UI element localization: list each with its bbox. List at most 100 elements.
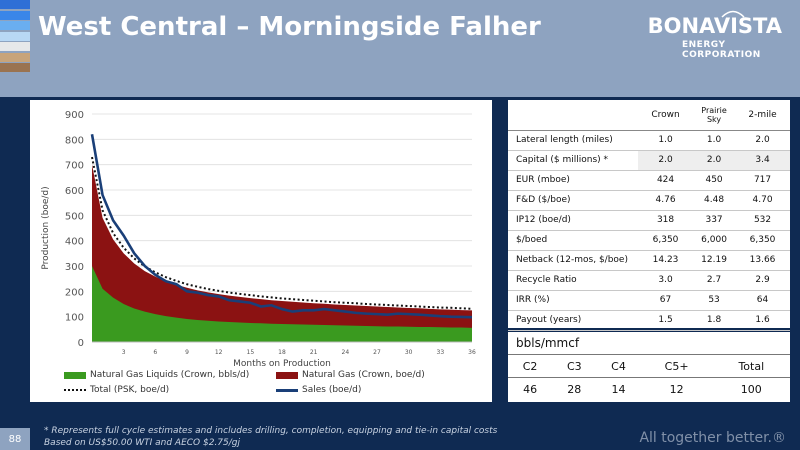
metrics-cell: 12.19 xyxy=(693,250,736,271)
metrics-cell: 424 xyxy=(638,170,694,191)
logo-subtitle: ENERGY CORPORATION xyxy=(682,40,761,60)
stripe xyxy=(0,52,30,62)
metrics-cell: 53 xyxy=(693,290,736,311)
legend-label-ngl: Natural Gas Liquids (Crown, bbls/d) xyxy=(90,370,250,380)
metrics-cell: 2.0 xyxy=(693,150,736,171)
y-tick-label: 200 xyxy=(65,287,84,298)
metrics-cell: 532 xyxy=(735,210,790,231)
metrics-cell: 2.9 xyxy=(735,270,790,291)
composition-panel: bbls/mmcf C2 C3 C4 C5+ Total 46 28 14 12… xyxy=(508,332,790,402)
metrics-row-label: $/boed xyxy=(508,230,638,251)
metrics-row: Lateral length (miles) 1.0 1.0 2.0 xyxy=(508,130,790,151)
metrics-cell: 4.70 xyxy=(735,190,790,211)
ngl-area xyxy=(92,266,472,342)
x-axis-label: Months on Production xyxy=(233,359,331,369)
comp-header-c4: C4 xyxy=(596,354,641,378)
metrics-cell: 6,350 xyxy=(735,230,790,251)
composition-header-row: C2 C3 C4 C5+ Total xyxy=(508,354,790,378)
metrics-cell: 337 xyxy=(693,210,736,231)
metrics-cell: 4.76 xyxy=(638,190,694,211)
metrics-row: $/boed 6,350 6,000 6,350 xyxy=(508,230,790,251)
metrics-row: EUR (mboe) 424 450 717 xyxy=(508,170,790,191)
y-tick-label: 600 xyxy=(65,186,84,197)
metrics-header-crown: Crown xyxy=(638,100,694,131)
metrics-row: Netback (12-mos, $/boe) 14.23 12.19 13.66 xyxy=(508,250,790,271)
y-tick-label: 500 xyxy=(65,211,84,222)
legend-label-gas: Natural Gas (Crown, boe/d) xyxy=(302,370,425,380)
metrics-table-panel: Crown Prairie Sky 2-mile Lateral length … xyxy=(508,100,790,331)
x-tick-label: 30 xyxy=(405,349,413,356)
x-tick-label: 12 xyxy=(215,349,223,356)
comp-value-c2: 46 xyxy=(508,377,553,401)
x-tick-label: 9 xyxy=(185,349,189,356)
x-tick-label: 21 xyxy=(310,349,318,356)
comp-value-c4: 14 xyxy=(596,377,641,401)
metrics-cell: 3.4 xyxy=(735,150,790,171)
x-tick-label: 33 xyxy=(437,349,445,356)
metrics-cell: 4.48 xyxy=(693,190,736,211)
sales-line xyxy=(90,134,473,319)
stripe xyxy=(0,63,30,72)
y-tick-label: 900 xyxy=(65,110,84,121)
metrics-cell: 14.23 xyxy=(638,250,694,271)
stripe xyxy=(0,42,30,51)
logo-name: BONAVISTA xyxy=(647,14,782,38)
footnote-pricing: Based on US$50.00 WTI and AECO $2.75/gj xyxy=(44,438,241,448)
x-tick-label: 24 xyxy=(342,349,350,356)
metrics-cell: 318 xyxy=(638,210,694,231)
legend-gas: Natural Gas (Crown, boe/d) xyxy=(276,370,425,380)
logo-arc-icon xyxy=(721,10,745,18)
page-title: West Central – Morningside Falher xyxy=(38,12,541,42)
metrics-cell: 717 xyxy=(735,170,790,191)
metrics-row-label: IRR (%) xyxy=(508,290,638,311)
comp-header-c5plus: C5+ xyxy=(640,354,713,378)
comp-header-c2: C2 xyxy=(508,354,553,378)
x-tick-label: 6 xyxy=(153,349,157,356)
y-tick-label: 300 xyxy=(65,262,84,273)
metrics-row-label: Lateral length (miles) xyxy=(508,130,638,151)
metrics-row-label: F&D ($/boe) xyxy=(508,190,638,211)
metrics-header-prairie-sky: Prairie Sky xyxy=(693,100,736,131)
legend-label-total: Total (PSK, boe/d) xyxy=(90,385,170,395)
page-number: 88 xyxy=(0,428,30,450)
x-tick-label: 15 xyxy=(247,349,255,356)
y-tick-label: 400 xyxy=(65,237,84,248)
metrics-cell: 450 xyxy=(693,170,736,191)
comp-value-c3: 28 xyxy=(552,377,597,401)
metrics-row: F&D ($/boe) 4.76 4.48 4.70 xyxy=(508,190,790,211)
legend-swatch-ngl xyxy=(64,371,86,379)
metrics-row: Capital ($ millions) * 2.0 2.0 3.4 xyxy=(508,150,790,171)
metrics-row-label: EUR (mboe) xyxy=(508,170,638,191)
company-logo: BONAVISTA ENERGY CORPORATION xyxy=(648,10,782,60)
composition-title: bbls/mmcf xyxy=(516,336,580,350)
metrics-row-label: Capital ($ millions) * xyxy=(508,150,638,171)
metrics-cell: 3.0 xyxy=(638,270,694,291)
metrics-cell: 1.6 xyxy=(735,310,790,331)
metrics-header-blank xyxy=(508,100,638,131)
comp-value-c5plus: 12 xyxy=(640,377,713,401)
stripe xyxy=(0,0,30,9)
natural-gas-area xyxy=(92,164,472,342)
y-tick-label: 100 xyxy=(65,313,84,324)
metrics-cell: 64 xyxy=(735,290,790,311)
stripe xyxy=(0,10,30,20)
tagline: All together better.® xyxy=(639,430,786,446)
metrics-table: Crown Prairie Sky 2-mile Lateral length … xyxy=(508,100,790,331)
legend-swatch-gas xyxy=(276,371,298,379)
legend-total: Total (PSK, boe/d) xyxy=(64,385,169,395)
comp-header-c3: C3 xyxy=(552,354,597,378)
metrics-cell: 2.0 xyxy=(638,150,694,171)
composition-table: C2 C3 C4 C5+ Total 46 28 14 12 100 xyxy=(508,354,790,401)
metrics-cell: 1.0 xyxy=(693,130,736,151)
comp-header-total: Total xyxy=(712,354,790,378)
comp-value-total: 100 xyxy=(712,377,790,401)
decorative-stripes xyxy=(0,0,30,74)
metrics-header-2-mile: 2-mile xyxy=(735,100,790,131)
x-tick-label: 36 xyxy=(468,349,476,356)
metrics-cell: 1.0 xyxy=(638,130,694,151)
metrics-cell: 6,350 xyxy=(638,230,694,251)
stripe xyxy=(0,21,30,30)
metrics-cell: 1.5 xyxy=(638,310,694,331)
metrics-cell: 13.66 xyxy=(735,250,790,271)
